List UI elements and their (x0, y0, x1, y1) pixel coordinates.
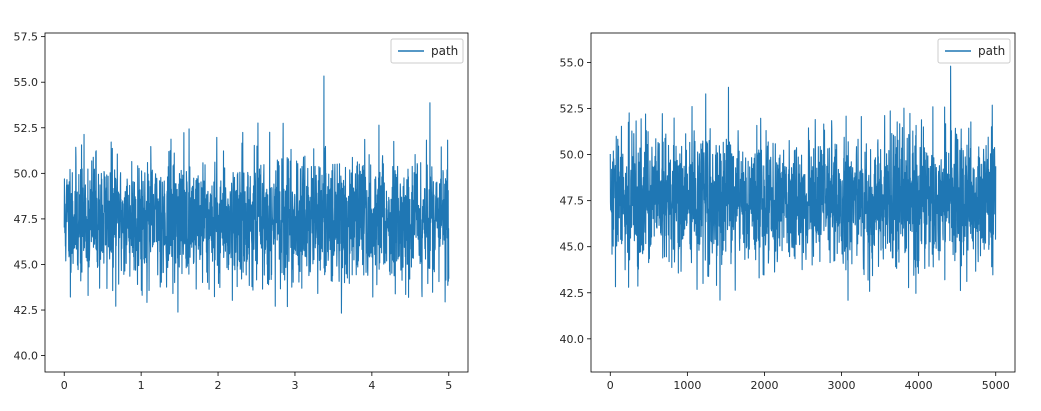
legend-box-right (937, 38, 1011, 64)
series-line-left (63, 75, 450, 314)
y-tick-label: 55.0 (560, 56, 585, 69)
x-tick-label: 5 (445, 379, 452, 392)
y-tick-label: 52.5 (14, 122, 39, 135)
x-ticks-left: 0 1 2 3 4 5 (61, 372, 452, 392)
x-ticks-right: 0 1000 2000 3000 4000 5000 (607, 372, 1010, 392)
x-tick-label: 3 (291, 379, 298, 392)
x-tick-label: 2000 (750, 379, 778, 392)
y-ticks-right: 40.0 42.5 45.0 47.5 50.0 52.5 55.0 (560, 56, 591, 346)
legend-label-left: path (431, 44, 458, 58)
y-tick-label: 50.0 (560, 149, 585, 162)
y-tick-label: 47.5 (14, 213, 39, 226)
y-tick-label: 50.0 (14, 167, 39, 180)
x-tick-label: 4 (368, 379, 375, 392)
axes-frame-left (44, 32, 469, 373)
y-tick-label: 52.5 (560, 103, 585, 116)
axes-frame-right (590, 32, 1016, 373)
legend-right: path (937, 38, 1011, 64)
x-tick-label: 1000 (673, 379, 701, 392)
y-tick-label: 45.0 (560, 241, 585, 254)
y-tick-label: 45.0 (14, 258, 39, 271)
y-tick-label: 47.5 (560, 195, 585, 208)
x-tick-label: 0 (61, 379, 68, 392)
y-tick-label: 40.0 (14, 350, 39, 363)
y-tick-label: 40.0 (560, 333, 585, 346)
legend-left: path (390, 38, 464, 64)
y-tick-label: 42.5 (560, 287, 585, 300)
subplot-right: 0 1000 2000 3000 4000 5000 40.0 42.5 45.0 47.5 50… (560, 32, 1016, 392)
x-tick-label: 2 (215, 379, 222, 392)
y-ticks-left: 40.0 42.5 45.0 47.5 50.0 52.5 55.0 57.5 (14, 31, 45, 363)
y-tick-label: 42.5 (14, 304, 39, 317)
series-path-right (609, 65, 997, 301)
x-tick-label: 5000 (982, 379, 1010, 392)
x-tick-label: 1 (138, 379, 145, 392)
x-tick-label: 4000 (905, 379, 933, 392)
series-line-right (609, 65, 997, 301)
legend-label-right: path (978, 44, 1005, 58)
series-path-left (63, 75, 450, 314)
plot-area-left (44, 32, 469, 373)
y-tick-label: 57.5 (14, 31, 39, 44)
plot-area-right (590, 32, 1016, 373)
x-tick-label: 3000 (828, 379, 856, 392)
legend-box-left (390, 38, 464, 64)
x-tick-label: 0 (607, 379, 614, 392)
y-tick-label: 55.0 (14, 76, 39, 89)
